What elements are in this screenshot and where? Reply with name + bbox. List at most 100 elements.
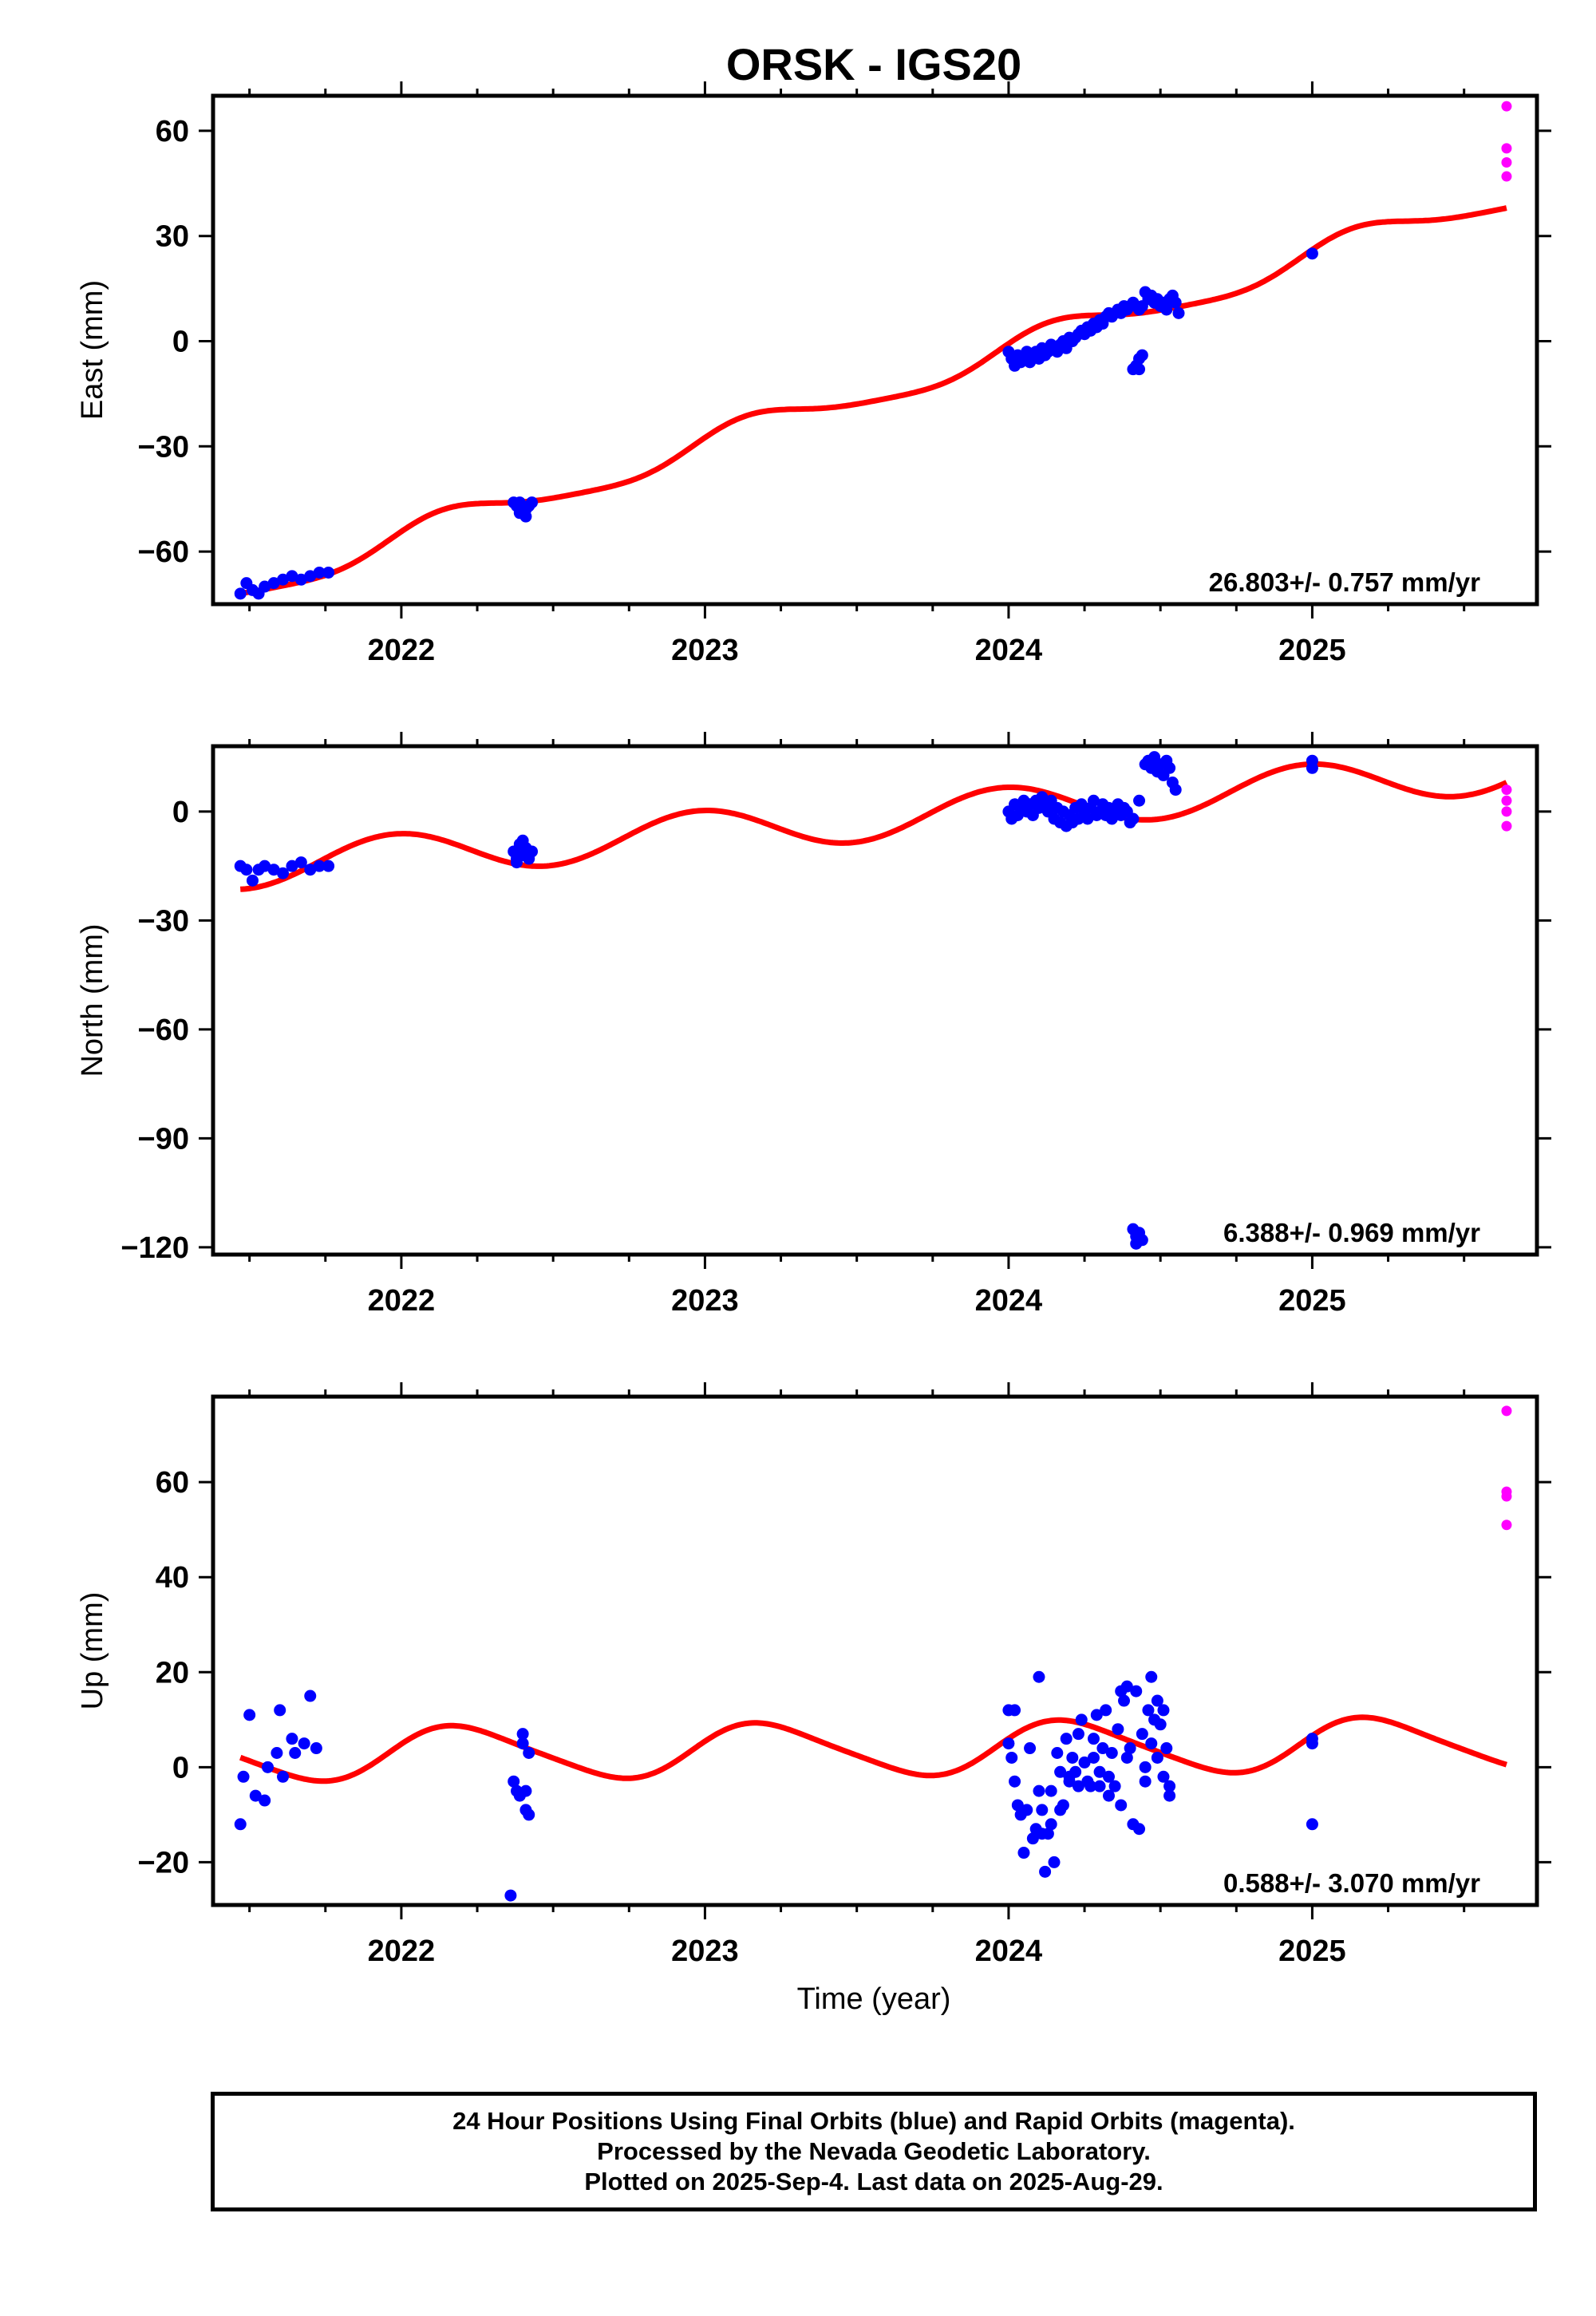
north-x-tick-label-2024: 2024 (975, 1284, 1043, 1318)
up-final-point-3 (249, 1789, 262, 1802)
north-final-point-74 (1169, 784, 1182, 796)
east-final-point-82 (1133, 363, 1146, 376)
east-final-point-0 (234, 587, 247, 600)
up-final-point-97 (1306, 1737, 1318, 1750)
up-y-axis-label: Up (mm) (76, 1592, 109, 1710)
up-final-point-31 (1017, 1847, 1030, 1860)
east-rate-label: 26.803+/- 0.757 mm/yr (1209, 567, 1480, 597)
north-final-point-72 (1163, 761, 1176, 774)
up-final-point-27 (1009, 1775, 1021, 1788)
north-x-tick-label-2025: 2025 (1278, 1284, 1346, 1318)
east-final-point-10 (313, 566, 326, 579)
up-final-point-32 (1021, 1804, 1033, 1816)
up-final-point-45 (1051, 1746, 1064, 1759)
footer-line-1: 24 Hour Positions Using Final Orbits (bl… (452, 2107, 1295, 2135)
north-final-point-9 (304, 864, 317, 876)
north-final-point-8 (294, 856, 307, 869)
north-y-tick-label-neg60: −60 (138, 1014, 189, 1047)
east-x-tick-label-2022: 2022 (368, 634, 436, 667)
east-final-point-5 (267, 577, 280, 590)
up-final-point-36 (1033, 1670, 1045, 1683)
east-panel: 2022 2023 2024 2025 −60 −30 0 30 60 East (mm) 26.8… (76, 81, 1551, 667)
up-final-point-42 (1045, 1818, 1057, 1831)
north-final-point-5 (267, 864, 280, 876)
north-rapid-point-2 (1501, 806, 1512, 817)
chart-title: ORSK - IGS20 (726, 39, 1021, 89)
up-final-point-95 (1163, 1780, 1176, 1792)
north-y-tick-label-neg120: −120 (120, 1231, 189, 1265)
east-x-tick-label-2024: 2024 (975, 634, 1043, 667)
up-final-point-65 (1096, 1742, 1109, 1755)
up-final-point-55 (1072, 1780, 1084, 1792)
up-plot-frame (211, 1394, 1539, 1907)
east-plot-area (234, 101, 1512, 600)
up-final-point-40 (1039, 1865, 1052, 1878)
north-plot-area (234, 751, 1512, 1250)
up-final-point-63 (1093, 1765, 1106, 1778)
up-final-point-94 (1163, 1789, 1176, 1802)
east-final-point-76 (1169, 296, 1182, 309)
up-final-point-7 (274, 1704, 286, 1717)
up-rapid-point-2 (1501, 1491, 1512, 1502)
up-final-point-93 (1160, 1742, 1173, 1755)
north-final-point-63 (1133, 794, 1146, 807)
east-final-point-83 (1306, 247, 1318, 260)
north-final-point-62 (1127, 812, 1140, 825)
north-rapid-point-3 (1501, 820, 1512, 832)
north-plot-frame (211, 744, 1539, 1257)
up-final-point-10 (289, 1746, 302, 1759)
up-final-point-33 (1024, 1742, 1037, 1755)
up-final-point-14 (504, 1889, 517, 1902)
up-final-point-11 (298, 1737, 310, 1750)
up-final-point-54 (1072, 1728, 1084, 1741)
up-final-point-37 (1033, 1784, 1045, 1797)
east-y-tick-label-30: 30 (156, 220, 189, 254)
north-final-point-79 (1130, 1237, 1143, 1250)
up-final-point-88 (1151, 1694, 1163, 1707)
up-final-point-49 (1060, 1733, 1073, 1745)
up-final-point-77 (1124, 1742, 1136, 1755)
up-final-point-39 (1036, 1804, 1049, 1816)
east-rapid-point-1 (1501, 143, 1512, 154)
up-x-tick-label-2023: 2023 (671, 1935, 739, 1968)
up-final-point-48 (1057, 1799, 1069, 1812)
up-y-tick-label-40: 40 (156, 1561, 189, 1595)
up-final-point-69 (1105, 1746, 1118, 1759)
up-final-point-34 (1026, 1832, 1039, 1845)
up-y-tick-label-0: 0 (172, 1751, 189, 1784)
up-final-point-23 (516, 1728, 529, 1741)
up-final-point-8 (277, 1770, 290, 1783)
up-final-point-13 (310, 1742, 322, 1755)
up-y-tick-label-60: 60 (156, 1466, 189, 1500)
north-final-point-18 (526, 845, 539, 858)
up-final-point-98 (1306, 1818, 1318, 1831)
up-x-tick-label-2024: 2024 (975, 1935, 1043, 1968)
up-rapid-point-0 (1501, 1405, 1512, 1417)
up-final-point-26 (1005, 1751, 1018, 1764)
up-final-point-20 (519, 1784, 532, 1797)
north-final-point-6 (277, 867, 290, 879)
north-x-tick-label-2022: 2022 (368, 1284, 436, 1318)
east-rapid-point-2 (1501, 156, 1512, 168)
up-final-point-22 (523, 1746, 535, 1759)
up-final-point-70 (1108, 1780, 1121, 1792)
up-final-point-68 (1102, 1789, 1115, 1802)
east-final-point-20 (519, 503, 532, 516)
up-final-point-82 (1139, 1761, 1152, 1773)
panels-group: 2022 2023 2024 2025 −60 −30 0 30 60 East (mm) 26.8… (76, 81, 1551, 2016)
east-final-point-8 (294, 573, 307, 586)
x-axis-label: Time (year) (797, 1982, 951, 2016)
up-final-point-76 (1120, 1680, 1133, 1693)
up-final-point-92 (1157, 1770, 1170, 1783)
up-final-point-6 (271, 1746, 283, 1759)
north-final-point-49 (1087, 794, 1100, 807)
north-y-tick-label-neg90: −90 (138, 1122, 189, 1156)
east-model-curve (239, 205, 1507, 597)
up-final-point-15 (508, 1775, 520, 1788)
north-final-point-47 (1081, 812, 1094, 825)
north-final-point-19 (516, 834, 529, 847)
east-final-point-6 (277, 573, 290, 586)
up-final-point-44 (1048, 1856, 1061, 1868)
north-final-point-2 (246, 874, 259, 887)
up-final-point-43 (1045, 1784, 1057, 1797)
